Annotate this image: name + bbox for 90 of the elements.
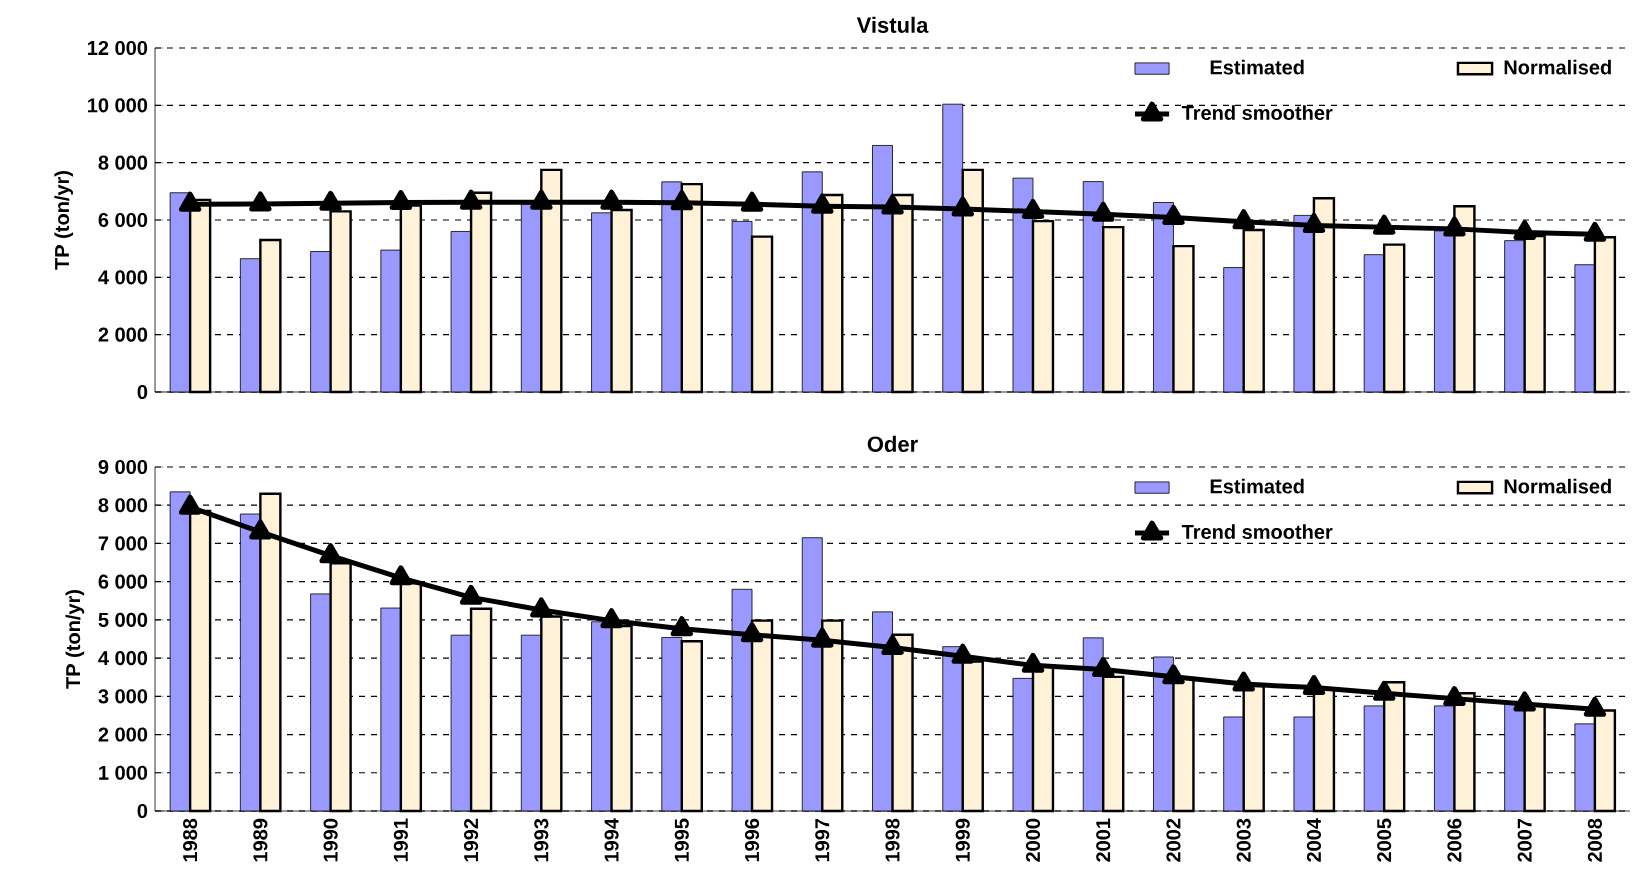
x-tick-label: 1988 <box>183 818 198 862</box>
point <box>1092 201 1115 222</box>
y-tick-label: 4 000 <box>98 651 148 666</box>
x-tick-label: 1997 <box>815 818 830 862</box>
point <box>1092 657 1115 678</box>
x-tick-label: 1994 <box>604 818 619 862</box>
point <box>530 597 553 618</box>
chart-title: Oder <box>867 435 918 452</box>
y-tick-label: 0 <box>137 803 148 819</box>
point <box>1232 671 1255 692</box>
point <box>1302 675 1326 696</box>
point <box>1513 691 1536 712</box>
x-tick-label: 2003 <box>1236 818 1251 862</box>
point <box>600 608 623 629</box>
y-tick-label: 0 <box>137 384 148 400</box>
point <box>1162 664 1185 685</box>
point <box>1021 652 1045 673</box>
y-tick-label: 4 000 <box>98 270 148 285</box>
x-tick-label: 1996 <box>744 818 760 862</box>
x-tick-label: 1999 <box>955 818 970 862</box>
point <box>811 627 834 648</box>
y-tick-label: 8 000 <box>98 498 148 513</box>
y-axis-title: TP (ton/yr) <box>54 170 74 270</box>
point <box>1232 209 1255 230</box>
y-tick-label: 1 000 <box>99 765 148 780</box>
x-tick-label: 2005 <box>1377 818 1392 862</box>
point <box>1443 216 1466 237</box>
y-tick-label: 5 000 <box>98 612 148 627</box>
point <box>178 191 202 212</box>
point <box>1373 680 1396 701</box>
point <box>740 191 764 212</box>
x-tick-label: 2006 <box>1447 818 1462 862</box>
x-tick-label: 1998 <box>885 818 900 862</box>
legend-label: Trend smoother <box>1181 105 1333 120</box>
legend-label: Estimated <box>1210 478 1304 494</box>
point <box>389 565 412 586</box>
y-tick-label: 10 000 <box>88 98 148 113</box>
legend-label: Normalised <box>1504 478 1611 494</box>
point <box>811 193 834 214</box>
point <box>1583 221 1607 242</box>
point <box>178 494 202 515</box>
point <box>1302 212 1326 233</box>
point <box>1373 214 1396 235</box>
x-tick-label: 2008 <box>1587 818 1602 862</box>
point <box>740 622 764 643</box>
y-tick-label: 2 000 <box>98 327 148 342</box>
point <box>530 189 553 210</box>
point <box>389 190 412 211</box>
chart-title: Vistula <box>856 16 929 33</box>
x-tick-label: 1993 <box>534 818 549 862</box>
point <box>319 190 342 211</box>
point <box>881 634 904 655</box>
x-tick-label: 2001 <box>1096 818 1111 862</box>
legend-label: Estimated <box>1210 59 1304 75</box>
point <box>951 643 974 664</box>
y-tick-label: 6 000 <box>98 574 148 589</box>
point <box>1443 686 1466 707</box>
x-tick-label: 2007 <box>1517 818 1532 862</box>
x-tick-label: 1991 <box>393 818 408 862</box>
point <box>881 194 904 215</box>
x-tick-label: 1989 <box>253 818 268 862</box>
y-tick-label: 7 000 <box>98 536 148 551</box>
point <box>1583 696 1607 717</box>
legend-label: Normalised <box>1504 59 1611 75</box>
x-tick-label: 2004 <box>1306 818 1322 862</box>
y-axis-title: TP (ton/yr) <box>65 589 85 689</box>
point <box>249 191 272 212</box>
point <box>1513 220 1536 241</box>
x-tick-label: 2002 <box>1166 818 1181 862</box>
y-tick-label: 2 000 <box>98 727 148 742</box>
point <box>459 189 483 210</box>
x-tick-label: 2000 <box>1025 818 1041 862</box>
point <box>1021 198 1045 219</box>
x-tick-label: 1992 <box>464 818 479 862</box>
point <box>1162 204 1185 225</box>
point <box>670 190 693 211</box>
y-tick-label: 12 000 <box>88 40 148 56</box>
y-tick-label: 3 000 <box>98 689 148 704</box>
y-tick-label: 9 000 <box>98 459 148 475</box>
legend-label: Trend smoother <box>1181 524 1333 540</box>
point <box>600 189 623 210</box>
point <box>459 584 483 605</box>
x-tick-label: 1995 <box>674 818 689 862</box>
y-tick-label: 6 000 <box>98 212 148 228</box>
point <box>319 543 342 564</box>
point <box>249 519 272 540</box>
x-tick-label: 1990 <box>323 818 338 862</box>
y-tick-label: 8 000 <box>98 155 148 170</box>
point <box>951 196 974 217</box>
point <box>670 616 693 637</box>
